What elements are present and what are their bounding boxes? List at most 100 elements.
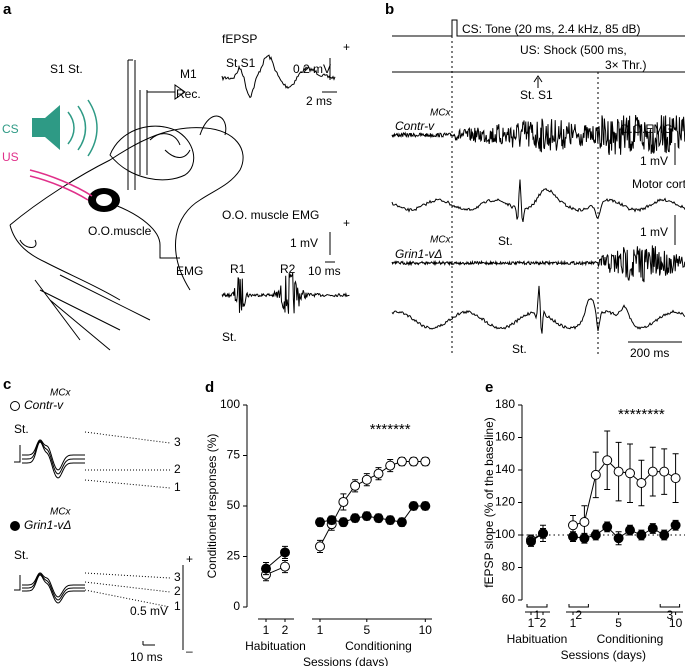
group-label: Habituation — [245, 639, 306, 653]
marker — [659, 466, 670, 477]
significance: ******* — [370, 421, 411, 438]
label: 3 — [174, 435, 181, 449]
y-tick-label: 180 — [495, 397, 515, 411]
label: O.O.muscle — [88, 224, 152, 238]
bracket — [659, 604, 681, 608]
marker — [579, 517, 590, 527]
speaker — [32, 105, 60, 150]
x-tick-label: 5 — [363, 623, 370, 637]
y-tick-label: 140 — [495, 462, 515, 476]
label: 1 — [174, 599, 181, 613]
trace — [391, 114, 685, 156]
label: MCx — [430, 108, 452, 119]
group-label: Habituation — [507, 632, 568, 646]
event-lines — [451, 36, 599, 356]
trace — [22, 439, 85, 471]
marker — [625, 468, 635, 479]
label: Contr-v — [395, 119, 435, 133]
x-tick-label: 1 — [317, 623, 324, 637]
series-line — [572, 524, 676, 539]
x-tick-label: 5 — [615, 616, 622, 630]
head-outline — [9, 127, 244, 301]
y-tick-label: 100 — [495, 527, 515, 541]
trace — [391, 179, 685, 223]
label: M1 — [180, 67, 197, 81]
label: CS — [2, 122, 19, 136]
sign: + — [343, 40, 350, 54]
us-wires — [29, 169, 93, 201]
label: 2 — [174, 584, 181, 598]
marker — [338, 517, 349, 528]
label: EMG — [176, 264, 203, 278]
marker — [602, 455, 613, 466]
label: Motor cortex — [632, 177, 685, 191]
label: US: Shock (500 ms, — [520, 43, 627, 57]
b-scale-bars — [628, 143, 682, 343]
y-tick-label: 60 — [502, 592, 516, 606]
c-dotted — [84, 431, 171, 608]
scale-label: 1 mV — [640, 225, 668, 239]
marker — [590, 469, 601, 480]
scale-label: 10 ms — [308, 264, 341, 278]
label: 2 — [174, 462, 181, 476]
scale-label: 2 ms — [306, 94, 332, 108]
brain-folds — [149, 133, 191, 158]
trace — [391, 245, 685, 283]
emg-wire — [114, 204, 180, 259]
marker — [350, 480, 361, 491]
marker — [385, 460, 396, 471]
marker — [670, 520, 681, 531]
a-scale-bars — [322, 58, 337, 263]
scale-label: 1 mV — [640, 154, 668, 168]
marker — [361, 511, 372, 522]
trace — [221, 54, 336, 99]
y-tick-label: 0 — [233, 599, 240, 613]
label: St. — [14, 548, 29, 562]
marker — [261, 563, 271, 574]
c-scale-bars — [142, 565, 184, 650]
marker — [280, 547, 290, 558]
marker — [590, 530, 601, 540]
marker — [538, 528, 548, 539]
marker — [396, 517, 407, 528]
sign: – — [186, 644, 193, 658]
electrodes — [127, 59, 148, 190]
x-tick-label: 10 — [669, 616, 683, 630]
x-tick-label: 10 — [419, 623, 433, 637]
marker — [408, 501, 419, 511]
y-tick-label: 100 — [220, 397, 240, 411]
label: S1 St. — [50, 62, 83, 76]
label: fEPSP — [222, 32, 257, 46]
marker — [420, 501, 431, 511]
legend-open — [10, 401, 20, 411]
brain — [109, 125, 195, 181]
sign: + — [186, 552, 193, 566]
panel-label: e — [485, 379, 493, 396]
y-tick-label: 160 — [495, 430, 515, 444]
marker — [670, 473, 681, 484]
marker — [385, 515, 396, 526]
panel-label: a — [3, 1, 12, 18]
marker — [647, 466, 658, 477]
series-line — [572, 459, 676, 526]
trace — [391, 285, 685, 334]
rec-arrow — [147, 84, 186, 100]
x-tick-label: 1 — [263, 623, 270, 637]
marker — [636, 530, 647, 540]
label: MCx — [50, 388, 72, 399]
y-tick-label: 25 — [227, 549, 241, 563]
marker — [613, 466, 624, 477]
sound-waves — [67, 99, 98, 157]
bracket-label: 3 — [667, 608, 674, 622]
label: Rec. — [176, 87, 201, 101]
marker — [326, 515, 337, 526]
label: St. S1 — [520, 88, 553, 102]
scale-label: 0.5 mV — [130, 604, 168, 618]
label: O.O. muscle EMG — [222, 208, 319, 222]
panel-label: c — [3, 376, 11, 393]
label: 1 — [174, 480, 181, 494]
label: 3× Thr.) — [605, 58, 646, 72]
stim-artifact — [14, 445, 21, 591]
eye — [96, 194, 112, 206]
